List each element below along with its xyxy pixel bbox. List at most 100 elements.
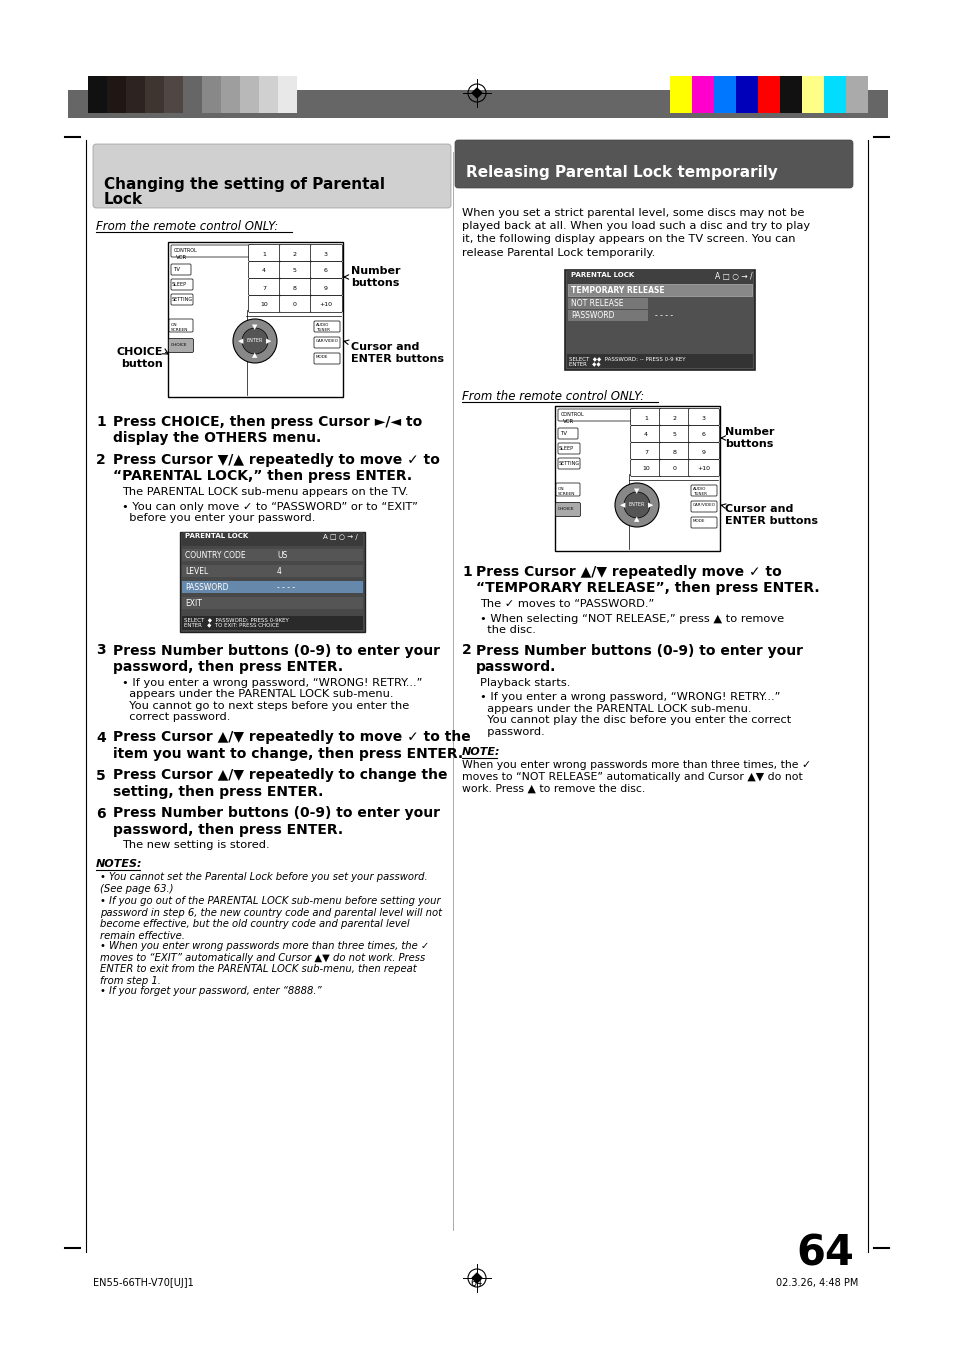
- FancyBboxPatch shape: [248, 279, 280, 296]
- Bar: [555, 406, 720, 552]
- FancyBboxPatch shape: [555, 503, 579, 516]
- FancyBboxPatch shape: [688, 426, 719, 442]
- Polygon shape: [472, 1274, 481, 1283]
- FancyBboxPatch shape: [558, 458, 579, 469]
- Text: ON
SCREEN: ON SCREEN: [171, 323, 189, 331]
- Text: SELECT  ◆  PASSWORD: PRESS 0-9KEY: SELECT ◆ PASSWORD: PRESS 0-9KEY: [184, 618, 289, 622]
- FancyBboxPatch shape: [688, 442, 719, 460]
- Text: • If you forget your password, enter “8888.”: • If you forget your password, enter “88…: [100, 986, 321, 996]
- Text: 9: 9: [324, 285, 328, 291]
- Text: When you enter wrong passwords more than three times, the ✓
moves to “NOT RELEAS: When you enter wrong passwords more than…: [461, 760, 810, 794]
- Text: 4: 4: [276, 566, 281, 576]
- FancyBboxPatch shape: [310, 296, 342, 312]
- Text: Number
buttons: Number buttons: [720, 427, 774, 449]
- Text: 6: 6: [701, 433, 705, 438]
- Text: Lock: Lock: [104, 192, 143, 207]
- Text: A □ ○ → /: A □ ○ → /: [323, 534, 357, 539]
- FancyBboxPatch shape: [659, 426, 690, 442]
- Bar: [164, 76, 183, 114]
- Text: CONTROL: CONTROL: [560, 412, 584, 416]
- Text: 0: 0: [673, 466, 677, 472]
- Text: • You cannot set the Parental Lock before you set your password.
(See page 63.): • You cannot set the Parental Lock befor…: [100, 872, 427, 894]
- Text: 7: 7: [262, 285, 266, 291]
- Text: 6: 6: [324, 269, 328, 273]
- FancyBboxPatch shape: [171, 245, 253, 257]
- Text: ENTER   ◆◆: ENTER ◆◆: [568, 361, 600, 366]
- Text: 64: 64: [471, 1278, 482, 1288]
- Text: The ✓ moves to “PASSWORD.”: The ✓ moves to “PASSWORD.”: [479, 599, 654, 608]
- FancyBboxPatch shape: [310, 279, 342, 296]
- Bar: [88, 76, 107, 114]
- Text: TV: TV: [172, 266, 180, 272]
- Text: +10: +10: [319, 303, 333, 307]
- Text: SLEEP: SLEEP: [558, 446, 574, 452]
- FancyBboxPatch shape: [659, 442, 690, 460]
- Bar: [780, 76, 801, 114]
- Text: MODE: MODE: [315, 356, 328, 360]
- Text: +10: +10: [697, 466, 710, 472]
- Bar: [669, 76, 691, 114]
- FancyBboxPatch shape: [169, 319, 193, 333]
- Text: ▼: ▼: [252, 324, 257, 330]
- Text: 3: 3: [96, 644, 106, 657]
- Text: SELECT  ◆◆  PASSWORD: -- PRESS 0-9 KEY: SELECT ◆◆ PASSWORD: -- PRESS 0-9 KEY: [568, 356, 685, 361]
- FancyBboxPatch shape: [455, 141, 852, 188]
- Text: PARENTAL LOCK: PARENTAL LOCK: [571, 272, 634, 279]
- FancyBboxPatch shape: [314, 337, 339, 347]
- Bar: [758, 76, 780, 114]
- Bar: [845, 76, 867, 114]
- Bar: [564, 270, 754, 370]
- Bar: [182, 531, 363, 545]
- Text: Cursor and
ENTER buttons: Cursor and ENTER buttons: [344, 341, 443, 364]
- Text: US: US: [276, 550, 287, 560]
- Text: 2: 2: [293, 251, 296, 257]
- Text: 2: 2: [672, 415, 677, 420]
- FancyBboxPatch shape: [171, 293, 193, 306]
- FancyBboxPatch shape: [690, 485, 717, 496]
- Text: A □ ○ → /: A □ ○ → /: [714, 272, 752, 281]
- Text: AUDIO
TUNER: AUDIO TUNER: [692, 487, 706, 496]
- Text: - - - -: - - - -: [655, 311, 673, 320]
- Bar: [240, 76, 258, 114]
- Text: ▲: ▲: [252, 352, 257, 358]
- Text: ▶: ▶: [266, 338, 272, 343]
- Text: VCR: VCR: [175, 256, 187, 260]
- Text: CONTROL: CONTROL: [173, 247, 197, 253]
- Text: 64: 64: [796, 1232, 853, 1274]
- Text: PASSWORD: PASSWORD: [185, 583, 229, 592]
- FancyBboxPatch shape: [169, 338, 193, 353]
- Text: ▲: ▲: [634, 516, 639, 522]
- FancyBboxPatch shape: [558, 410, 636, 420]
- Bar: [202, 76, 221, 114]
- Bar: [735, 76, 758, 114]
- FancyBboxPatch shape: [310, 245, 342, 261]
- Polygon shape: [472, 88, 481, 97]
- Bar: [182, 565, 363, 576]
- FancyBboxPatch shape: [314, 320, 339, 333]
- Text: - - - -: - - - -: [276, 583, 294, 592]
- Text: Cursor and
ENTER buttons: Cursor and ENTER buttons: [720, 504, 817, 526]
- Bar: [567, 297, 647, 310]
- Text: Press Number buttons (0-9) to enter your
password, then press ENTER.: Press Number buttons (0-9) to enter your…: [112, 807, 439, 837]
- FancyBboxPatch shape: [630, 442, 660, 460]
- Text: • If you go out of the PARENTAL LOCK sub-menu before setting your
password in st: • If you go out of the PARENTAL LOCK sub…: [100, 896, 441, 941]
- Text: TV: TV: [559, 431, 566, 435]
- Bar: [182, 549, 363, 561]
- Text: Press CHOICE, then press Cursor ►/◄ to
display the OTHERS menu.: Press CHOICE, then press Cursor ►/◄ to d…: [112, 415, 422, 445]
- Text: SLEEP: SLEEP: [172, 283, 187, 287]
- Text: When you set a strict parental level, some discs may not be
played back at all. : When you set a strict parental level, so…: [461, 208, 809, 258]
- Text: ENTER   ◆  TO EXIT: PRESS CHOICE: ENTER ◆ TO EXIT: PRESS CHOICE: [184, 622, 279, 627]
- Text: 1: 1: [96, 415, 106, 429]
- Text: SETTING: SETTING: [558, 461, 579, 466]
- Text: ◀: ◀: [238, 338, 243, 343]
- FancyBboxPatch shape: [690, 516, 717, 529]
- FancyBboxPatch shape: [279, 296, 312, 312]
- Circle shape: [615, 483, 659, 527]
- Bar: [180, 531, 365, 631]
- Bar: [68, 91, 887, 118]
- Text: NOT RELEASE: NOT RELEASE: [571, 299, 623, 308]
- FancyBboxPatch shape: [659, 460, 690, 476]
- Text: 4: 4: [643, 433, 647, 438]
- Text: Playback starts.: Playback starts.: [479, 677, 570, 688]
- Bar: [126, 76, 145, 114]
